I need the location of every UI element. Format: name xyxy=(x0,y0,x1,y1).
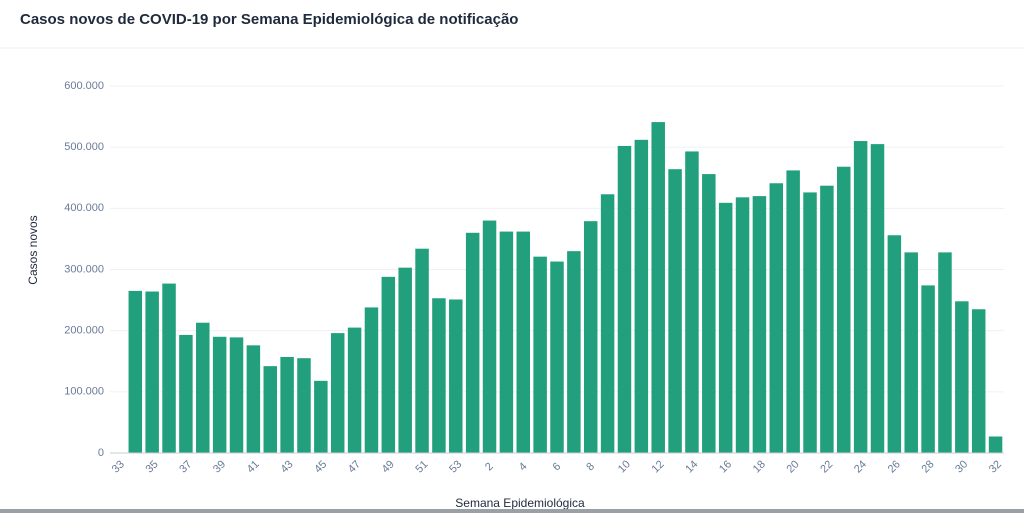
y-tick-label: 600.000 xyxy=(64,80,104,92)
bar xyxy=(330,333,345,453)
y-tick-label: 400.000 xyxy=(64,202,104,214)
bar xyxy=(955,301,969,453)
bar xyxy=(415,248,429,453)
bar xyxy=(398,267,412,453)
bar xyxy=(718,202,733,453)
bar xyxy=(263,366,277,453)
bar xyxy=(651,122,665,454)
bar xyxy=(786,170,800,453)
bar xyxy=(381,276,396,453)
bar xyxy=(837,166,851,454)
bar xyxy=(820,185,834,453)
bar xyxy=(280,356,294,453)
bar xyxy=(921,285,935,453)
bar xyxy=(212,336,227,453)
bar xyxy=(179,334,193,453)
bar xyxy=(904,252,918,453)
bar xyxy=(145,291,159,453)
bar xyxy=(685,151,699,453)
y-axis-label: Casos novos xyxy=(26,215,40,284)
bar xyxy=(853,141,868,454)
bar xyxy=(583,221,598,453)
y-tick-label: 200.000 xyxy=(64,325,104,337)
bar xyxy=(229,337,244,453)
bar xyxy=(600,194,615,453)
bar xyxy=(297,358,311,453)
bar xyxy=(516,231,531,453)
bar xyxy=(246,345,261,453)
bar xyxy=(364,307,379,453)
bar xyxy=(314,380,328,453)
bar xyxy=(887,235,902,453)
chart-title: Casos novos de COVID-19 por Semana Epide… xyxy=(20,11,518,28)
bar xyxy=(482,220,497,453)
y-tick-label: 100.000 xyxy=(64,386,104,398)
bar xyxy=(449,299,463,453)
x-axis-label: Semana Epidemiológica xyxy=(455,496,585,510)
bar xyxy=(938,252,952,453)
bar xyxy=(567,251,581,453)
bar xyxy=(769,183,784,453)
bottom-bar xyxy=(0,509,1024,513)
bar xyxy=(971,309,986,453)
y-tick-label: 500.000 xyxy=(64,141,104,153)
bar xyxy=(550,261,564,453)
y-tick-label: 0 xyxy=(98,447,104,459)
bar xyxy=(196,322,210,453)
bar xyxy=(668,169,682,454)
bar xyxy=(752,196,767,453)
bar xyxy=(702,174,716,453)
bar xyxy=(617,145,632,453)
bar xyxy=(499,231,514,453)
bar xyxy=(735,197,750,453)
bar xyxy=(634,139,649,453)
bar xyxy=(870,144,885,453)
bar xyxy=(988,436,1003,453)
bar xyxy=(533,256,547,453)
y-tick-label: 300.000 xyxy=(64,263,104,275)
bar xyxy=(432,298,446,453)
bar xyxy=(803,192,817,453)
bar xyxy=(162,283,176,453)
bar xyxy=(347,327,362,453)
bar xyxy=(465,232,480,453)
bar xyxy=(128,290,143,453)
